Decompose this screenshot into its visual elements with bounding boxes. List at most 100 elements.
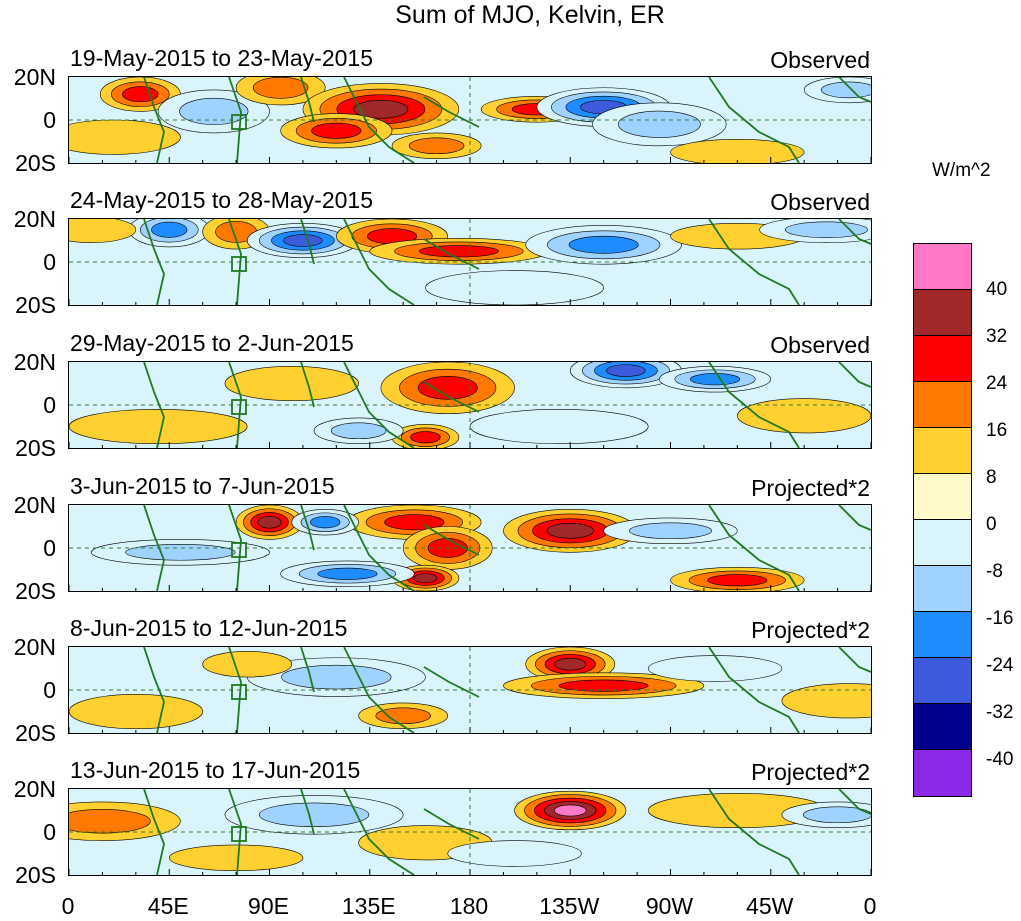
anomaly-contour	[629, 522, 712, 540]
anomaly-contour	[311, 122, 362, 139]
colorbar-level-label: -8	[986, 561, 1003, 582]
panel-type-label: Projected*2	[751, 759, 870, 785]
coastline	[228, 505, 242, 591]
coastline	[343, 647, 415, 733]
colorbar-segment	[914, 566, 971, 612]
region-box	[231, 114, 247, 130]
colorbar-segment	[914, 290, 971, 336]
panel-date-label: 29-May-2015 to 2-Jun-2015	[70, 330, 354, 356]
lat-tick-label: 20S	[15, 435, 56, 461]
anomaly-contour	[330, 422, 387, 440]
chart-title: Sum of MJO, Kelvin, ER	[395, 1, 665, 29]
anomaly-contour	[418, 245, 499, 258]
coastline	[300, 362, 315, 408]
coastline	[143, 505, 165, 591]
anomaly-contour	[151, 221, 188, 238]
coastline	[838, 362, 871, 388]
lat-tick-label: 20N	[13, 634, 56, 660]
heatmap-svg	[69, 362, 871, 448]
coastline	[838, 789, 871, 815]
anomaly-contour	[410, 431, 441, 444]
heatmap-panel	[68, 76, 872, 164]
anomaly-contour	[447, 840, 582, 867]
coastline	[228, 789, 242, 875]
coastline	[708, 77, 800, 163]
anomaly-contour	[554, 657, 587, 671]
lat-tick-label: 20N	[13, 349, 56, 375]
x-tick-label: 135E	[341, 893, 396, 919]
colorbar-segment	[914, 382, 971, 428]
anomaly-field	[69, 790, 871, 872]
anomaly-contour	[803, 806, 871, 824]
anomaly-contour	[469, 408, 649, 445]
heatmap-panel	[68, 504, 872, 592]
anomaly-contour	[69, 809, 151, 834]
colorbar-level-label: 0	[986, 514, 997, 535]
colorbar-segment	[914, 658, 971, 704]
panel-type-label: Projected*2	[751, 617, 870, 643]
x-tick-label: 0	[863, 893, 877, 919]
panel-type-label: Observed	[770, 189, 870, 215]
heatmap-panel	[68, 218, 872, 306]
panel-date-label: 8-Jun-2015 to 12-Jun-2015	[70, 615, 348, 641]
panel-date-label: 24-May-2015 to 28-May-2015	[70, 187, 373, 213]
lat-tick-label: 20S	[15, 862, 56, 888]
anomaly-contour	[168, 844, 304, 872]
anomaly-contour	[425, 270, 604, 305]
anomaly-contour	[781, 683, 871, 719]
lat-tick-label: 0	[43, 819, 56, 845]
region-box	[231, 684, 247, 700]
colorbar-segment	[914, 244, 971, 290]
lat-tick-label: 20S	[15, 578, 56, 604]
anomaly-contour	[647, 655, 783, 682]
coastline	[423, 238, 480, 270]
anomaly-contour	[122, 86, 159, 103]
heatmap-panel	[68, 646, 872, 734]
anomaly-contour	[179, 97, 249, 125]
heatmap-svg	[69, 789, 871, 875]
lat-tick-label: 0	[43, 677, 56, 703]
coastline	[423, 381, 480, 413]
coastline	[300, 789, 315, 835]
coastline	[143, 219, 165, 305]
coastline	[143, 789, 165, 875]
coastline	[708, 789, 800, 875]
colorbar-segment	[914, 474, 971, 520]
panel-type-label: Projected*2	[751, 475, 870, 501]
anomaly-contour	[257, 515, 282, 529]
colorbar-level-label: -40	[986, 749, 1014, 770]
coastline	[228, 647, 242, 733]
lat-tick-label: 20S	[15, 292, 56, 318]
colorbar-units: W/m^2	[932, 160, 991, 181]
coastline	[708, 362, 800, 448]
anomaly-contour	[310, 516, 341, 529]
colorbar-level-label: 8	[986, 467, 997, 488]
x-tick-label: 135W	[539, 893, 600, 919]
colorbar-segment	[914, 750, 971, 796]
anomaly-contour	[384, 514, 445, 531]
heatmap-panel	[68, 361, 872, 449]
coastline	[838, 77, 871, 103]
region-box	[231, 542, 247, 558]
colorbar-level-label: 24	[986, 373, 1008, 394]
x-tick-label: 0	[61, 893, 75, 919]
anomaly-contour	[413, 573, 438, 583]
lat-tick-label: 20N	[13, 206, 56, 232]
colorbar-segment	[914, 428, 971, 474]
anomaly-contour	[69, 694, 203, 729]
coastline	[343, 789, 415, 875]
anomaly-contour	[707, 574, 768, 587]
lat-tick-label: 20S	[15, 720, 56, 746]
anomaly-field	[69, 77, 871, 163]
colorbar-level-label: 16	[986, 420, 1008, 441]
colorbar-segment	[914, 336, 971, 382]
region-box	[231, 826, 247, 842]
coastline	[343, 219, 415, 305]
panel-date-label: 13-Jun-2015 to 17-Jun-2015	[70, 757, 361, 783]
coastline	[838, 505, 871, 531]
anomaly-contour	[224, 365, 359, 402]
coastline	[300, 219, 315, 265]
panel-date-label: 19-May-2015 to 23-May-2015	[70, 45, 373, 71]
region-box	[231, 256, 247, 272]
anomaly-contour	[821, 81, 871, 99]
